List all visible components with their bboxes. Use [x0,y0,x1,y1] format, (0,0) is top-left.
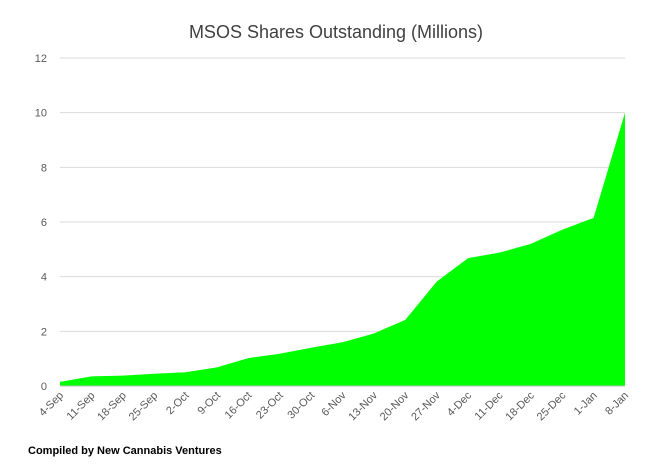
x-tick-label: 30-Oct [285,390,317,422]
x-tick-label: 4-Dec [445,389,475,419]
x-tick-label: 13-Nov [346,389,380,423]
x-tick-label: 23-Oct [254,390,286,422]
x-tick-label: 25-Sep [127,390,161,424]
y-tick-label: 6 [41,217,47,229]
x-tick-label: 25-Dec [535,389,569,423]
y-tick-label: 12 [35,53,47,65]
x-tick-label: 1-Jan [572,390,600,418]
source-credit: Compiled by New Cannabis Ventures [28,445,222,457]
x-tick-label: 6-Nov [319,389,349,419]
x-tick-label: 11-Dec [473,389,506,422]
y-tick-label: 8 [41,162,47,174]
x-tick-label: 27-Nov [409,389,443,423]
x-tick-label: 9-Oct [196,390,224,418]
x-tick-label: 8-Jan [603,390,631,418]
x-tick-label: 16-Oct [223,390,255,422]
y-tick-label: 4 [41,272,47,284]
chart-title: MSOS Shares Outstanding (Millions) [189,22,483,42]
x-tick-label: 20-Nov [378,389,412,423]
x-tick-label: 18-Sep [95,390,129,424]
y-tick-label: 2 [41,326,47,338]
y-tick-label: 10 [35,108,47,120]
y-tick-label: 0 [41,381,47,393]
y-axis-tick-labels: 0 2 4 6 8 10 12 [35,53,47,393]
area-series [59,112,626,386]
x-tick-label: 18-Dec [503,389,537,423]
x-tick-label: 11-Sep [65,390,98,423]
area-fill [60,112,625,386]
x-tick-label: 2-Oct [164,390,192,418]
x-tick-label: 4-Sep [37,390,66,419]
